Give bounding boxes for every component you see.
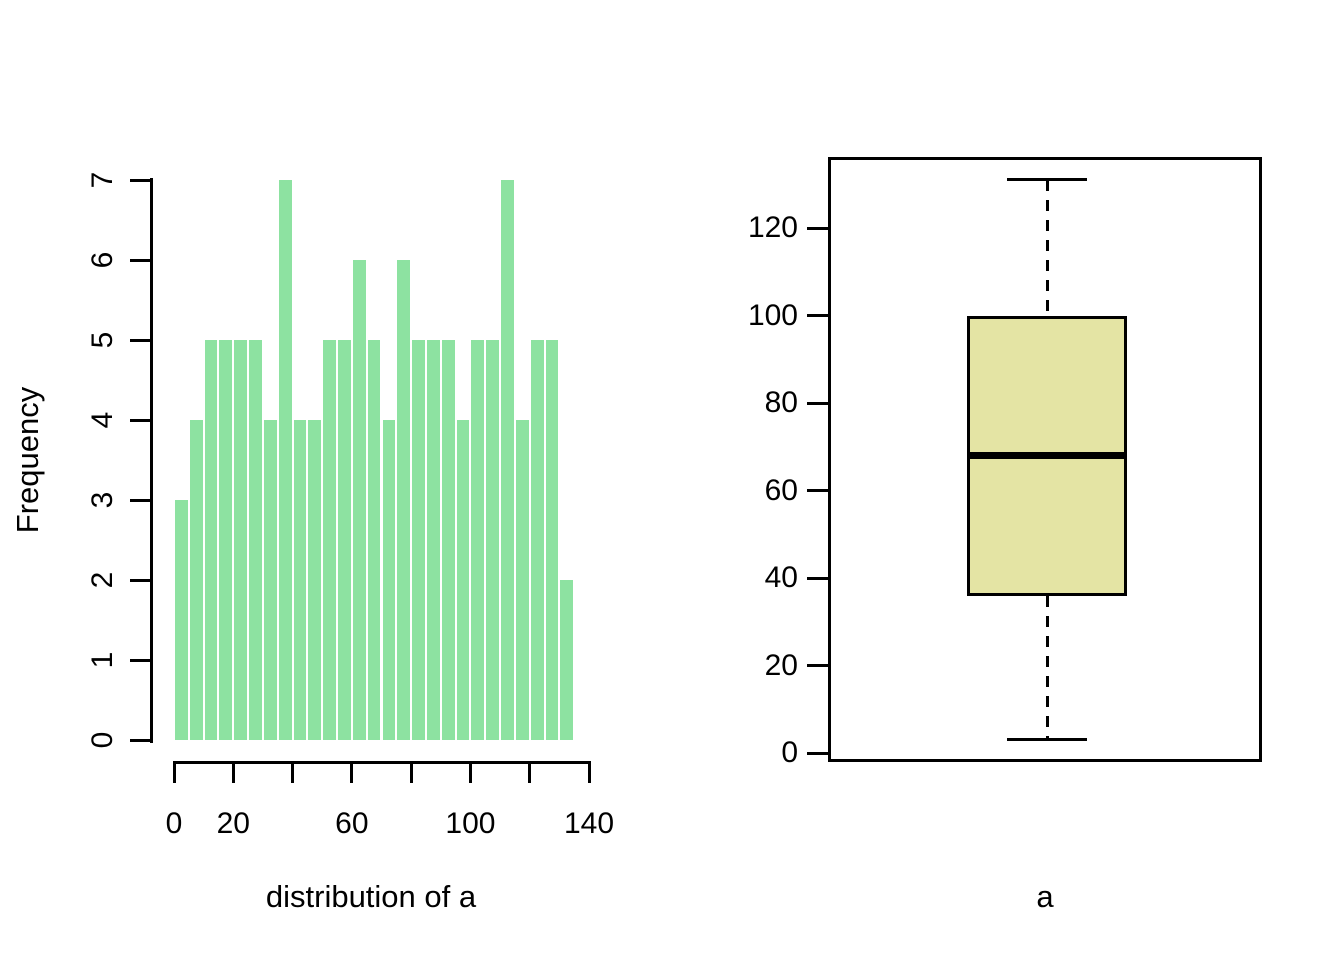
box-y-tick-label: 100 bbox=[747, 298, 798, 332]
hist-x-tick-label: 140 bbox=[563, 807, 615, 840]
hist-bar bbox=[262, 420, 278, 740]
box-y-tick-label: 80 bbox=[764, 386, 798, 419]
box-y-tick bbox=[807, 489, 828, 492]
hist-bar bbox=[307, 420, 323, 740]
box-y-tick bbox=[807, 751, 828, 755]
hist-x-tick-label: 20 bbox=[216, 807, 250, 840]
hist-y-tick bbox=[130, 498, 150, 502]
hist-y-tick bbox=[130, 418, 150, 422]
hist-x-tick-label: 100 bbox=[445, 807, 496, 840]
hist-y-tick bbox=[130, 738, 150, 742]
hist-x-tick bbox=[528, 762, 532, 783]
hist-bar bbox=[322, 340, 338, 740]
hist-x-tick bbox=[291, 762, 295, 783]
hist-bar bbox=[292, 420, 308, 740]
hist-bar bbox=[440, 340, 456, 740]
hist-bar bbox=[351, 260, 367, 740]
box-y-tick-label: 120 bbox=[747, 211, 798, 244]
hist-x-tick-label: 60 bbox=[335, 807, 369, 840]
hist-y-tick bbox=[130, 338, 150, 342]
box-lower-whisker-cap bbox=[1007, 738, 1087, 742]
hist-y-tick bbox=[130, 658, 150, 662]
box-frame bbox=[828, 157, 1262, 762]
hist-bar bbox=[248, 340, 263, 740]
hist-x-tick bbox=[468, 762, 472, 783]
hist-bar bbox=[218, 340, 234, 740]
hist-bar bbox=[396, 260, 412, 740]
hist-x-axis-line bbox=[172, 761, 591, 764]
hist-bar bbox=[337, 340, 352, 740]
hist-bar bbox=[203, 340, 219, 740]
hist-x-axis-title: distribution of a bbox=[265, 879, 477, 914]
hist-y-axis-line bbox=[150, 178, 153, 743]
hist-bar bbox=[485, 340, 501, 740]
box-y-tick bbox=[807, 401, 828, 405]
hist-bar bbox=[500, 180, 515, 740]
hist-bar bbox=[233, 340, 249, 740]
hist-y-tick bbox=[130, 178, 150, 182]
hist-bar bbox=[277, 180, 293, 740]
hist-x-tick bbox=[350, 762, 354, 783]
box-y-tick bbox=[807, 314, 828, 317]
hist-bar bbox=[455, 420, 471, 740]
hist-x-tick bbox=[172, 762, 176, 783]
box-upper-whisker-cap bbox=[1007, 178, 1087, 182]
box-y-tick bbox=[807, 664, 828, 667]
hist-bar bbox=[514, 420, 530, 740]
hist-bar bbox=[529, 340, 545, 740]
hist-y-tick bbox=[130, 578, 150, 582]
hist-bar bbox=[470, 340, 486, 740]
box-y-tick-label: 40 bbox=[764, 561, 798, 594]
box-y-tick-label: 20 bbox=[764, 648, 798, 682]
hist-x-tick-label: 0 bbox=[165, 807, 183, 840]
hist-x-tick bbox=[231, 762, 235, 783]
hist-bar bbox=[188, 420, 204, 740]
box-y-tick-label: 0 bbox=[781, 736, 798, 769]
box-median-line bbox=[967, 452, 1127, 459]
hist-bar bbox=[366, 340, 382, 740]
hist-bar bbox=[544, 340, 560, 740]
hist-bar bbox=[559, 580, 575, 740]
hist-bar bbox=[381, 420, 397, 740]
hist-x-tick bbox=[587, 762, 591, 783]
box-lower-whisker-line bbox=[1045, 595, 1049, 740]
box-y-tick bbox=[807, 576, 828, 580]
hist-bar bbox=[411, 340, 426, 740]
box-y-tick bbox=[807, 226, 828, 230]
hist-bar bbox=[425, 340, 441, 740]
hist-bar bbox=[174, 500, 189, 740]
box-x-axis-title: a bbox=[1036, 879, 1054, 914]
box-y-tick-label: 60 bbox=[764, 473, 798, 507]
hist-y-tick bbox=[130, 258, 150, 262]
box-upper-whisker-line bbox=[1045, 179, 1049, 316]
hist-x-tick bbox=[409, 762, 413, 783]
